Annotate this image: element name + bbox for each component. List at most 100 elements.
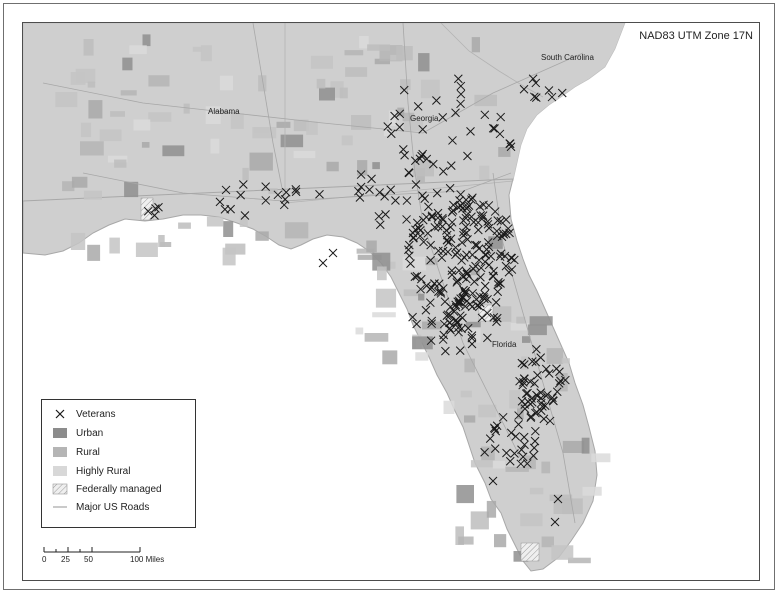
veteran-marker xyxy=(404,168,414,177)
veteran-marker xyxy=(291,187,301,197)
veteran-marker xyxy=(424,202,433,212)
veteran-marker xyxy=(483,294,492,304)
veteran-marker xyxy=(410,272,420,282)
veteran-marker xyxy=(472,240,482,250)
veteran-marker xyxy=(491,426,501,436)
federally-managed-areas xyxy=(140,197,540,562)
veteran-marker xyxy=(461,213,471,223)
veteran-marker xyxy=(493,216,503,225)
veteran-marker xyxy=(408,312,417,322)
veteran-marker xyxy=(421,305,431,315)
veteran-marker xyxy=(456,190,466,199)
veteran-marker xyxy=(519,432,529,442)
veteran-marker xyxy=(475,291,485,301)
veteran-marker xyxy=(432,188,442,198)
veteran-marker xyxy=(456,81,466,91)
veteran-marker xyxy=(501,215,511,224)
veteran-marker xyxy=(529,451,538,461)
state-label-florida: Florida xyxy=(492,340,517,349)
veteran-marker xyxy=(485,434,495,443)
veteran-marker xyxy=(529,443,539,453)
veteran-marker xyxy=(457,324,466,334)
veteran-marker xyxy=(544,86,554,95)
veteran-marker xyxy=(527,357,537,366)
veteran-marker xyxy=(557,88,567,98)
scale-bar-line xyxy=(43,547,141,553)
veteran-marker xyxy=(410,156,420,166)
veteran-marker xyxy=(418,149,428,159)
veteran-marker xyxy=(367,174,376,184)
veteran-marker xyxy=(506,142,516,152)
veteran-marker xyxy=(273,190,283,200)
veteran-marker xyxy=(483,217,492,226)
veteran-marker xyxy=(460,289,470,298)
veteran-marker xyxy=(516,459,526,469)
veteran-marker xyxy=(468,193,477,203)
x-marker-icon xyxy=(52,408,68,420)
veteran-marker xyxy=(447,207,457,217)
veteran-marker xyxy=(488,123,498,133)
veteran-marker xyxy=(395,109,405,119)
veteran-marker xyxy=(398,145,408,154)
veteran-marker xyxy=(523,388,532,398)
veteran-marker xyxy=(404,240,414,250)
veteran-marker xyxy=(453,276,462,285)
veteran-marker xyxy=(526,413,536,423)
scale-tick-0: 0 xyxy=(42,555,47,564)
veteran-marker xyxy=(406,259,415,268)
veteran-marker xyxy=(439,319,449,329)
veteran-marker xyxy=(473,225,483,235)
veteran-marker xyxy=(154,202,163,212)
legend-label: Rural xyxy=(76,446,100,458)
scale-tick-100-miles: 100 Miles xyxy=(130,555,165,564)
veteran-marker xyxy=(438,112,448,122)
land-classification-patches xyxy=(55,34,611,564)
veteran-marker xyxy=(315,189,324,199)
veteran-marker xyxy=(438,213,447,223)
veteran-marker xyxy=(452,318,462,328)
veteran-marker xyxy=(550,517,560,527)
veteran-marker xyxy=(432,96,441,105)
veteran-marker xyxy=(356,182,366,192)
veteran-marker xyxy=(411,180,421,189)
veteran-marker xyxy=(391,196,400,205)
legend-label: Urban xyxy=(76,427,104,439)
mainland-land xyxy=(23,23,626,204)
veteran-marker xyxy=(417,151,426,161)
veteran-marker xyxy=(501,229,511,239)
veteran-marker xyxy=(456,311,465,321)
veteran-marker xyxy=(462,204,472,213)
legend-item-rural: Rural xyxy=(52,445,100,459)
veteran-marker xyxy=(446,302,455,312)
veteran-marker xyxy=(544,369,554,378)
veteran-marker xyxy=(215,197,225,207)
legend-item-major-us-roads: Major US Roads xyxy=(52,500,149,514)
veteran-marker xyxy=(502,448,511,458)
veteran-marker xyxy=(445,183,455,193)
veteran-marker xyxy=(416,274,426,284)
veteran-marker xyxy=(480,447,489,457)
veteran-marker xyxy=(488,271,498,281)
veteran-marker xyxy=(483,333,492,343)
veteran-marker xyxy=(457,238,467,247)
veteran-marker xyxy=(433,221,443,231)
veteran-marker xyxy=(536,393,546,403)
veteran-marker xyxy=(447,266,457,276)
veteran-marker xyxy=(522,459,532,468)
veteran-marker xyxy=(493,287,503,297)
veteran-marker xyxy=(426,336,436,346)
veteran-marker xyxy=(419,237,428,247)
veteran-marker xyxy=(517,358,527,368)
veteran-marker xyxy=(454,202,463,212)
veteran-marker xyxy=(455,297,464,307)
veteran-marker xyxy=(441,346,450,356)
veteran-marker xyxy=(468,288,477,298)
legend-item-highly-rural: Highly Rural xyxy=(52,464,130,478)
state-label-alabama: Alabama xyxy=(208,107,240,116)
legend-label: Highly Rural xyxy=(76,465,131,477)
veteran-marker xyxy=(517,445,526,455)
legend-item-veterans: Veterans xyxy=(52,407,115,421)
veteran-marker xyxy=(438,166,448,176)
veteran-marker xyxy=(428,159,438,169)
veteran-marker xyxy=(444,238,453,248)
